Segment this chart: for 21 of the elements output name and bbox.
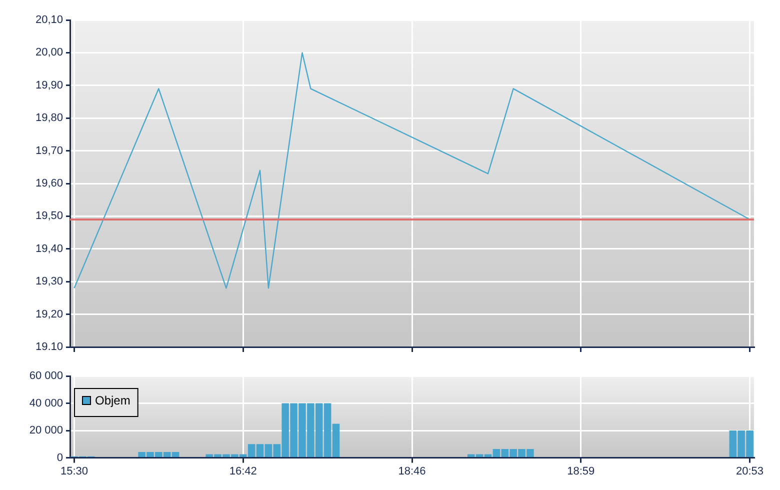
y-tick-label: 19,80 <box>35 112 63 124</box>
y-tick-label: 19,20 <box>35 308 63 320</box>
x-tick-label: 15:30 <box>60 465 88 478</box>
y-tick-label: 19,90 <box>35 79 63 92</box>
x-tick-label: 20:53 <box>736 465 764 478</box>
legend-label: Objem <box>95 393 130 408</box>
y-tick-label: 20 000 <box>29 424 63 437</box>
x-tick-label: 18:46 <box>398 465 426 478</box>
y-tick-label: 19,60 <box>35 178 63 190</box>
y-tick-label: 20,10 <box>35 14 63 26</box>
x-tick-label: 18:59 <box>567 465 595 478</box>
y-tick-label: 19,50 <box>35 210 63 222</box>
y-tick-label: 20,00 <box>35 46 63 59</box>
y-tick-label: 19.10 <box>35 341 63 354</box>
x-tick-label: 16:42 <box>229 465 257 478</box>
y-tick-label: 40 000 <box>29 397 63 410</box>
y-tick-label: 19,40 <box>35 242 63 255</box>
y-tick-label: 0 <box>56 452 63 464</box>
y-tick-label: 19,70 <box>35 144 63 157</box>
y-tick-label: 19,30 <box>35 276 63 288</box>
y-tick-label: 60 000 <box>29 370 63 382</box>
